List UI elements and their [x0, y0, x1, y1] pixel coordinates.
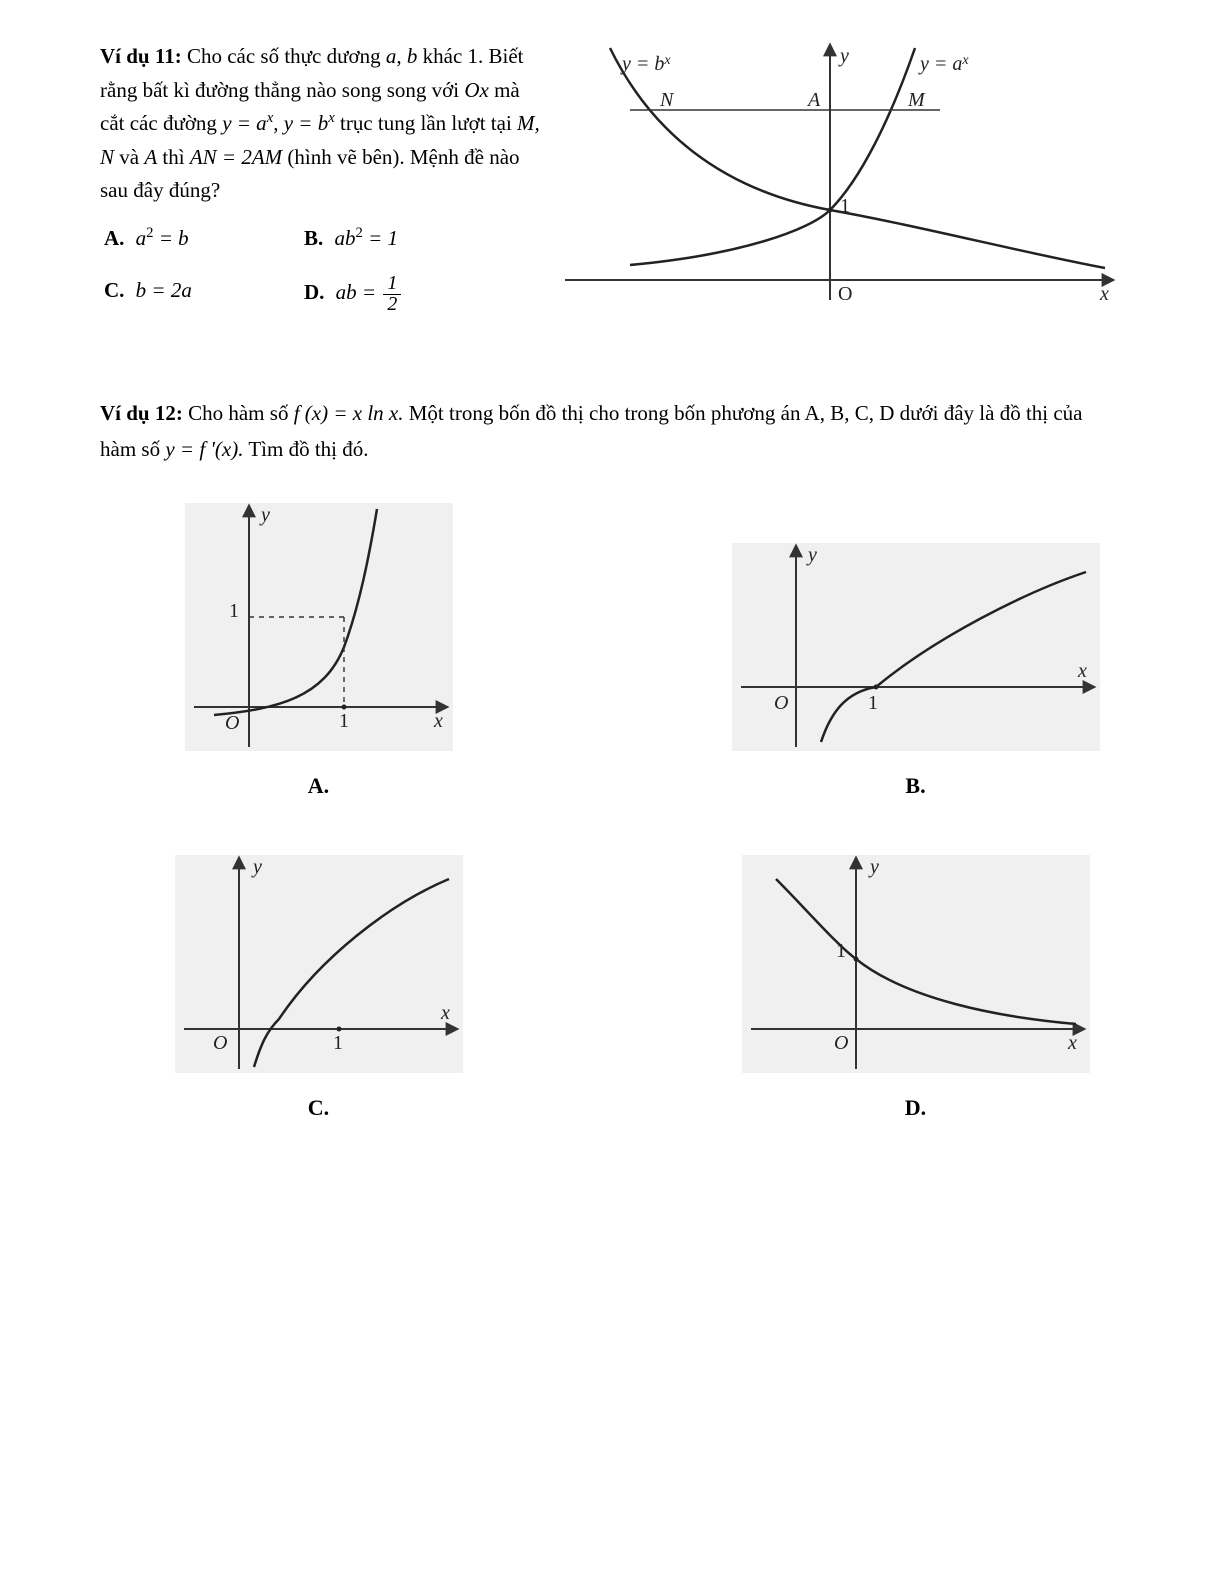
ex12-pa: Cho hàm số: [188, 401, 294, 425]
axis-x-label: x: [1099, 283, 1109, 305]
ex12-fx: f (x) = x ln x.: [294, 401, 404, 425]
ex11-options: A. a2 = b B. ab2 = 1 C. b = 2a D. ab = 1…: [104, 222, 540, 315]
ex11-curves: y = ax, y = bx: [222, 111, 335, 135]
option-expr-B: ab2 = 1: [335, 226, 399, 250]
svg-text:O: O: [834, 1032, 848, 1054]
svg-text:1: 1: [333, 1032, 343, 1054]
option-C: C. b = 2a: [104, 274, 304, 315]
svg-text:O: O: [225, 712, 239, 734]
ex11-p1: Cho các số thực dương: [187, 44, 386, 68]
option-A: A. a2 = b: [104, 222, 304, 256]
ex12-graphs: 1 1 O x y A. O 1 x: [100, 497, 1134, 1121]
option-expr-D: ab = 12: [336, 280, 402, 304]
svg-text:x: x: [440, 1002, 450, 1024]
option-B: B. ab2 = 1: [304, 222, 504, 256]
svg-text:y: y: [259, 504, 270, 526]
ex11-then: thì: [157, 145, 190, 169]
graph-label-C: C.: [169, 1095, 469, 1121]
svg-text:O: O: [213, 1032, 227, 1054]
svg-text:y: y: [251, 856, 262, 878]
svg-text:x: x: [1077, 660, 1087, 682]
svg-text:O: O: [774, 692, 788, 714]
option-label-C: C.: [104, 278, 124, 302]
graph-D: 1 O x y D.: [736, 849, 1096, 1121]
option-D: D. ab = 12: [304, 274, 504, 315]
option-expr-C: b = 2a: [136, 278, 192, 302]
ex12-pc: Tìm đồ thị đó.: [243, 437, 368, 461]
ex11-p4: trục tung lần lượt tại: [335, 111, 517, 135]
ex11-Ox: Ox: [464, 78, 489, 102]
graph-label-B: B.: [726, 773, 1106, 799]
N-label: N: [659, 89, 675, 111]
ex11-title: Ví dụ 11:: [100, 44, 182, 68]
ex11-text: Ví dụ 11: Cho các số thực dương a, b khá…: [100, 40, 540, 314]
svg-text:1: 1: [868, 692, 878, 714]
one-label: 1: [840, 195, 850, 217]
ex11-cond: AN = 2AM: [190, 145, 282, 169]
A-label2: A: [806, 89, 821, 111]
svg-text:1: 1: [229, 600, 239, 622]
ex11-A: A: [144, 145, 157, 169]
svg-text:x: x: [433, 710, 443, 732]
svg-text:1: 1: [339, 710, 349, 732]
graph-label-A: A.: [179, 773, 459, 799]
M-label: M: [907, 89, 926, 111]
option-label-D: D.: [304, 280, 324, 304]
ex12-title: Ví dụ 12:: [100, 401, 183, 425]
example-12: Ví dụ 12: Cho hàm số f (x) = x ln x. Một…: [100, 396, 1134, 1121]
option-expr-A: a2 = b: [136, 226, 189, 250]
graph-B: O 1 x y B.: [726, 537, 1106, 799]
ex11-and: và: [114, 145, 144, 169]
svg-text:y: y: [868, 856, 879, 878]
ex11-params: a, b: [386, 44, 418, 68]
ex12-yfp: y = f '(x).: [165, 437, 243, 461]
graph-A: 1 1 O x y A.: [179, 497, 459, 799]
ex12-text: Ví dụ 12: Cho hàm số f (x) = x ln x. Một…: [100, 396, 1120, 467]
example-11: Ví dụ 11: Cho các số thực dương a, b khá…: [100, 40, 1134, 316]
svg-text:y: y: [806, 544, 817, 566]
origin-label: O: [838, 283, 852, 305]
svg-text:y = ax: y = ax: [918, 53, 969, 75]
svg-text:x: x: [1067, 1032, 1077, 1054]
svg-text:y = bx: y = bx: [620, 53, 671, 75]
option-label-B: B.: [304, 226, 323, 250]
graph-C: O 1 x y C.: [169, 849, 469, 1121]
svg-text:1: 1: [836, 940, 846, 962]
ex11-figure: y = bx y = ax y x O 1 N A M: [560, 40, 1134, 316]
option-label-A: A.: [104, 226, 124, 250]
axis-y-label: y: [838, 45, 849, 67]
graph-label-D: D.: [736, 1095, 1096, 1121]
